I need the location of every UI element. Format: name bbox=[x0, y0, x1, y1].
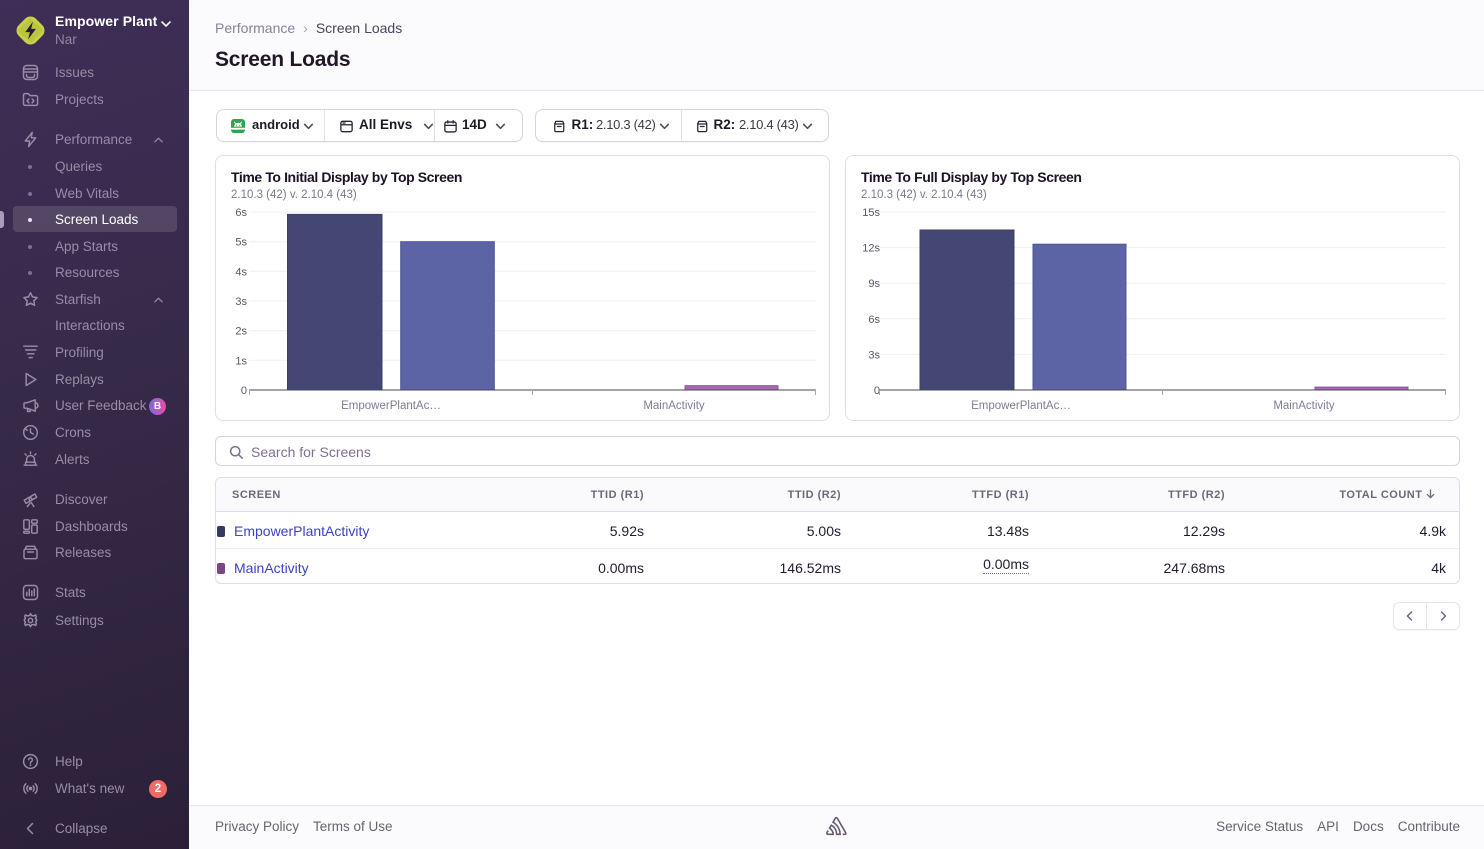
svg-text:2s: 2s bbox=[235, 326, 247, 338]
svg-text:5s: 5s bbox=[235, 237, 247, 249]
svg-text:6s: 6s bbox=[235, 207, 247, 219]
svg-text:4s: 4s bbox=[235, 266, 247, 278]
svg-text:1s: 1s bbox=[235, 355, 247, 367]
svg-text:15s: 15s bbox=[862, 207, 880, 219]
svg-text:12s: 12s bbox=[862, 243, 880, 255]
svg-text:EmpowerPlantAc…: EmpowerPlantAc… bbox=[971, 400, 1071, 412]
svg-text:MainActivity: MainActivity bbox=[643, 400, 705, 412]
svg-text:MainActivity: MainActivity bbox=[1273, 400, 1335, 412]
svg-text:3s: 3s bbox=[868, 349, 880, 361]
svg-text:3s: 3s bbox=[235, 296, 247, 308]
svg-text:EmpowerPlantAc…: EmpowerPlantAc… bbox=[341, 400, 441, 412]
svg-text:0: 0 bbox=[874, 385, 880, 397]
svg-text:9s: 9s bbox=[868, 278, 880, 290]
svg-text:6s: 6s bbox=[868, 314, 880, 326]
svg-text:0: 0 bbox=[241, 385, 247, 397]
